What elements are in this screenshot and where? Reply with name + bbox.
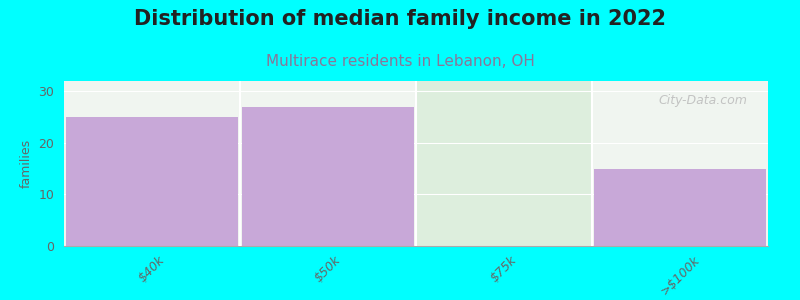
Text: Multirace residents in Lebanon, OH: Multirace residents in Lebanon, OH [266, 54, 534, 69]
Text: City-Data.com: City-Data.com [658, 94, 747, 107]
Y-axis label: families: families [20, 139, 33, 188]
Bar [594, 169, 766, 246]
Bar [242, 107, 414, 246]
Bar [416, 81, 592, 246]
Bar [66, 117, 238, 246]
Text: Distribution of median family income in 2022: Distribution of median family income in … [134, 9, 666, 29]
